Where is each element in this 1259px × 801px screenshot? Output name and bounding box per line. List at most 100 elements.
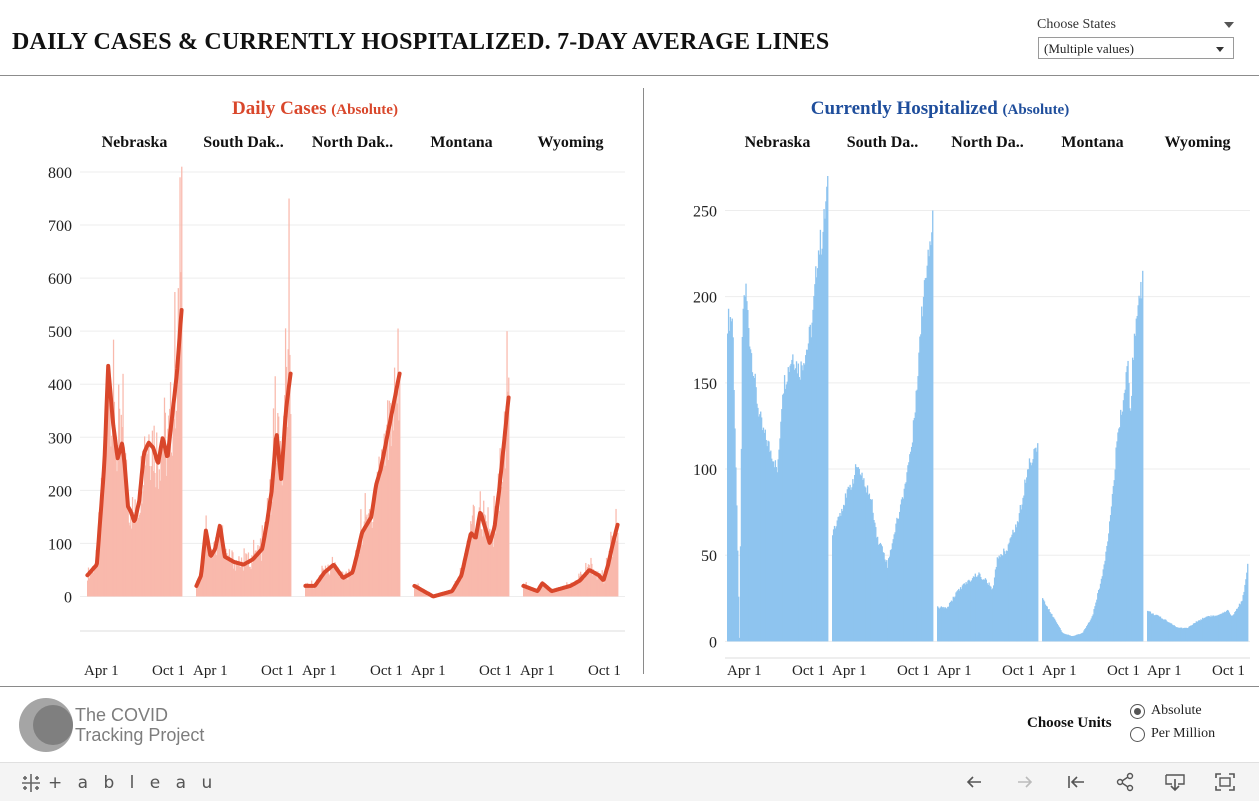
share-button[interactable] (1111, 768, 1139, 796)
bar (158, 469, 160, 597)
bar (486, 540, 488, 597)
tableau-logo[interactable]: + a b l e a u (20, 772, 217, 794)
bar (1019, 505, 1021, 642)
units-option-per-million[interactable]: Per Million (1130, 726, 1215, 742)
bar (1128, 383, 1130, 642)
bar (358, 555, 360, 597)
bar (449, 591, 451, 597)
bar (331, 556, 334, 597)
bar (229, 560, 231, 597)
bar (903, 488, 905, 642)
bar (993, 577, 996, 642)
bar (802, 370, 804, 642)
fullscreen-button[interactable] (1211, 768, 1239, 796)
bar (818, 254, 821, 642)
bar (1052, 616, 1054, 642)
bar (787, 367, 789, 642)
bar (616, 541, 618, 597)
bar (940, 606, 942, 642)
bar (180, 272, 182, 597)
radio-selected-icon[interactable] (1130, 703, 1145, 719)
bar (217, 532, 219, 597)
bar (545, 584, 547, 597)
bar (285, 366, 288, 597)
bar (115, 445, 117, 597)
bar (970, 580, 973, 642)
bar (99, 516, 102, 597)
bar (212, 554, 214, 597)
bar (1133, 333, 1136, 642)
bar (526, 586, 528, 597)
bar (941, 607, 943, 642)
bar (1246, 572, 1248, 642)
bar (153, 425, 155, 597)
bar (1120, 414, 1123, 642)
revert-button[interactable] (1062, 768, 1090, 796)
bar (807, 343, 810, 642)
bar (805, 355, 807, 642)
bar (777, 459, 779, 642)
bar (480, 529, 482, 597)
bar (322, 568, 324, 597)
bar (752, 376, 755, 642)
bar (912, 420, 915, 642)
bar (1219, 614, 1221, 642)
bar (477, 529, 480, 597)
bar (1090, 618, 1092, 642)
bar (477, 529, 479, 597)
bar (584, 572, 586, 597)
bar (340, 575, 342, 597)
bar (861, 472, 863, 642)
bar (964, 584, 966, 642)
bar (1007, 544, 1010, 642)
bar (784, 388, 787, 642)
bar (854, 475, 856, 642)
state-filter-dropdown[interactable]: (Multiple values) (1038, 37, 1234, 59)
radio-unselected-icon[interactable] (1130, 726, 1145, 742)
units-option-absolute[interactable]: Absolute (1130, 703, 1202, 719)
bar (599, 573, 602, 597)
bar (1197, 620, 1199, 642)
bar (760, 417, 763, 642)
bar (172, 400, 174, 597)
bar (813, 295, 815, 642)
bar (542, 584, 544, 597)
bar (246, 554, 248, 597)
download-button[interactable] (1161, 768, 1189, 796)
bar (889, 550, 892, 642)
bar (820, 254, 822, 642)
bar (549, 589, 552, 597)
bar (1123, 393, 1126, 642)
bar (390, 446, 392, 597)
bar (973, 577, 976, 642)
bar (1216, 615, 1219, 642)
bar (348, 568, 350, 597)
bar (148, 434, 150, 597)
bar (947, 606, 949, 642)
daily-cases-chart[interactable]: Daily Cases (Absolute) 0 100 200 300 400 500 60… (0, 88, 643, 684)
bar (609, 548, 611, 597)
bar (1165, 619, 1167, 642)
hospitalized-chart[interactable]: Currently Hospitalized (Absolute) 0 50 100 1… (645, 88, 1259, 684)
share-icon (1116, 772, 1134, 792)
bar (956, 591, 958, 642)
bar (1242, 595, 1244, 642)
bar (349, 571, 352, 597)
bar (506, 331, 508, 597)
bar (154, 472, 156, 597)
bar (541, 582, 543, 597)
bar (196, 585, 199, 597)
bar (983, 579, 986, 642)
chart-title-suffix: (Absolute) (331, 102, 398, 118)
bar (1102, 569, 1104, 642)
bar (1203, 618, 1205, 642)
undo-button[interactable] (960, 768, 988, 796)
bar (356, 554, 359, 597)
bar (902, 498, 905, 642)
bar (140, 456, 142, 597)
bar (467, 538, 469, 597)
bar (535, 590, 537, 597)
redo-button[interactable] (1011, 768, 1039, 796)
filter-menu-caret-icon[interactable] (1224, 22, 1234, 28)
bar (324, 565, 327, 597)
